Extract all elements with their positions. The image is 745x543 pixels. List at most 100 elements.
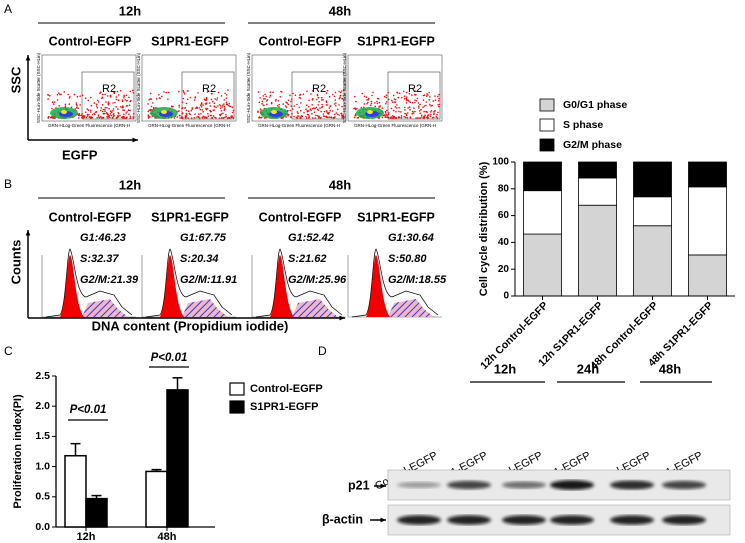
event [213, 109, 215, 111]
event [316, 115, 319, 117]
event [354, 95, 356, 98]
plot-y-axis: SSC-HLin-Side Scatter (SSC-HLin) [246, 52, 251, 123]
band [610, 515, 654, 525]
event [428, 99, 431, 101]
row-arrow-head [380, 483, 386, 489]
event [197, 116, 200, 119]
y-axis-title: Proliferation index(PI) [12, 394, 24, 509]
event [276, 104, 279, 107]
event [319, 107, 321, 109]
x-tick-label: 12h [77, 531, 96, 543]
event [428, 91, 431, 94]
event [384, 116, 387, 119]
event [335, 102, 337, 104]
axis-title: EGFP [62, 147, 98, 162]
event [277, 100, 280, 102]
event [335, 112, 338, 114]
event [187, 98, 189, 101]
bar [145, 470, 168, 528]
event [355, 114, 357, 117]
event [86, 113, 89, 116]
event [167, 91, 170, 94]
event [121, 99, 124, 101]
event [286, 102, 289, 104]
event [224, 116, 226, 119]
event [289, 94, 291, 97]
event [320, 110, 323, 113]
event [116, 90, 119, 93]
event [325, 92, 328, 94]
event [76, 105, 78, 107]
event [287, 99, 290, 102]
event [112, 91, 115, 93]
event [291, 98, 293, 101]
event [397, 116, 400, 119]
event [210, 117, 213, 119]
event [430, 110, 433, 112]
event [354, 107, 356, 109]
event [317, 96, 320, 99]
y-tick-label: 60 [498, 210, 510, 221]
event [112, 108, 115, 110]
significance: P<0.01 [151, 352, 188, 364]
event [193, 116, 196, 119]
event [435, 115, 438, 118]
event [117, 114, 119, 117]
event [258, 116, 261, 118]
gate-r2 [291, 71, 345, 120]
event [335, 105, 337, 107]
event [231, 111, 234, 114]
event [152, 102, 154, 104]
event [298, 96, 301, 99]
event [76, 95, 79, 98]
time-label: 12h [119, 3, 141, 18]
event [332, 93, 334, 96]
event [207, 115, 210, 117]
y-tick-label: 0.5 [35, 491, 50, 503]
phase-stat: G1:30.64 [388, 232, 434, 244]
event [226, 103, 228, 105]
event [369, 104, 372, 107]
event [338, 90, 340, 93]
event [100, 109, 102, 112]
event [438, 97, 440, 100]
event [107, 103, 110, 105]
event [269, 96, 271, 98]
bar-segment [633, 196, 672, 227]
event [415, 100, 418, 102]
event [354, 108, 357, 111]
event [306, 90, 308, 92]
event [114, 101, 116, 104]
event [321, 103, 324, 106]
event [423, 116, 425, 119]
event [405, 113, 408, 115]
event [182, 97, 185, 100]
event [70, 106, 73, 109]
event [185, 115, 188, 118]
event [396, 92, 399, 94]
event [125, 94, 128, 97]
event [209, 105, 212, 107]
event [81, 113, 83, 115]
event [123, 97, 125, 99]
event [312, 97, 314, 100]
bar-segment [688, 186, 727, 256]
legend-swatch [539, 98, 555, 112]
event [67, 93, 69, 96]
event [109, 94, 112, 97]
event [371, 94, 373, 97]
event [219, 105, 222, 107]
event [292, 92, 294, 95]
event [126, 116, 128, 118]
event [132, 89, 134, 92]
event [190, 109, 193, 112]
significance: P<0.01 [70, 404, 107, 416]
event [317, 109, 320, 112]
event [213, 102, 216, 104]
event [263, 117, 266, 119]
event [295, 116, 298, 119]
event [159, 97, 161, 100]
event [333, 95, 336, 98]
cluster [161, 110, 167, 114]
event [155, 98, 158, 100]
